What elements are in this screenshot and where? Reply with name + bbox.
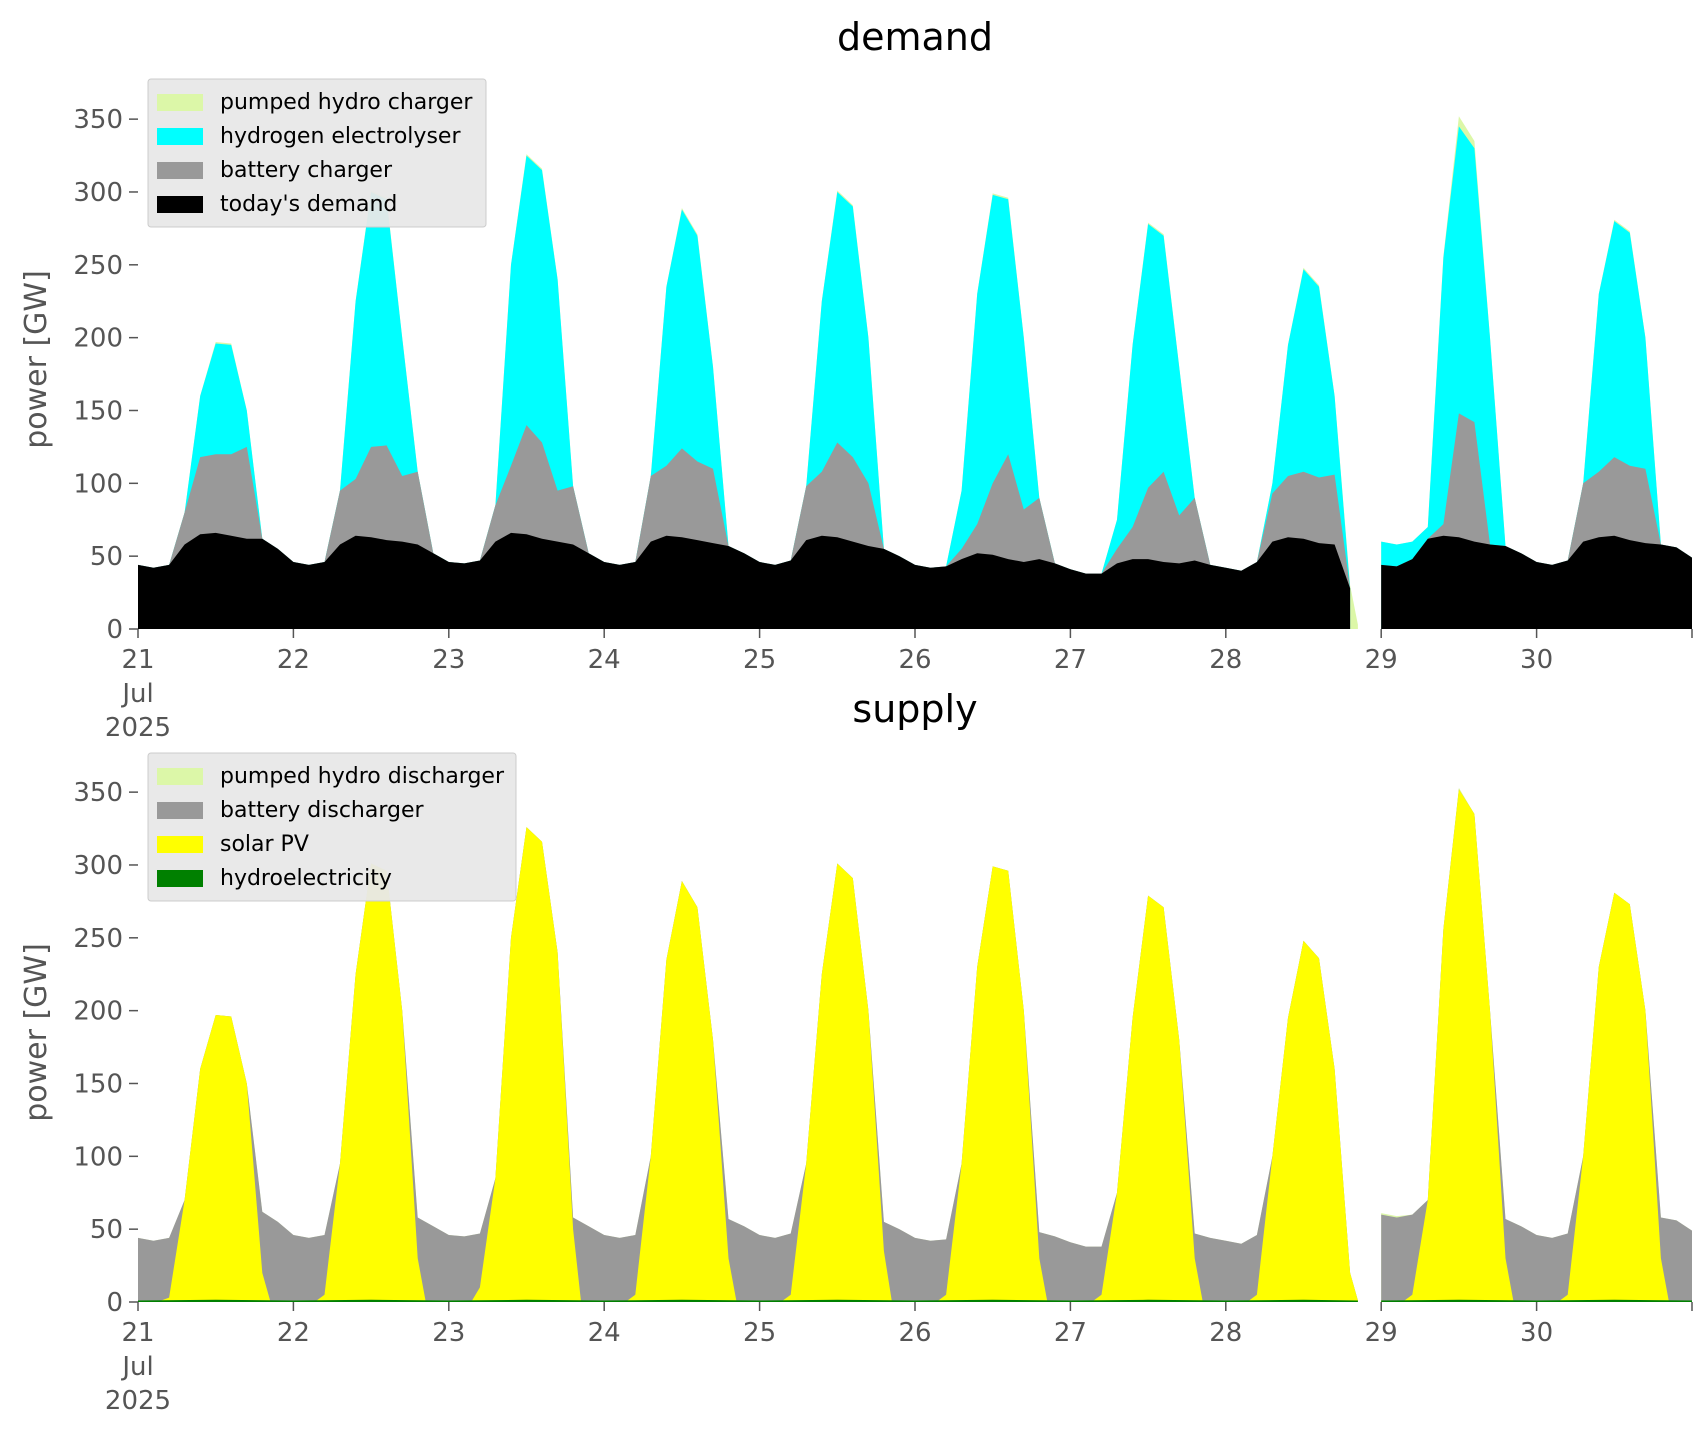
- legend-label-pumped-hydro-charger: pumped hydro charger: [220, 90, 473, 115]
- x-tick-label: 28: [1209, 645, 1242, 675]
- x-tick-label: 30: [1520, 1318, 1553, 1348]
- y-tick-label: 250: [73, 924, 123, 954]
- legend-swatch-solar-pv: [157, 836, 203, 853]
- y-tick-label: 250: [73, 251, 123, 281]
- y-tick-label: 150: [73, 1069, 123, 1099]
- area-today-s-demand-segment-1: [138, 532, 1351, 629]
- legend: pumped hydro discharger battery discharge…: [147, 752, 517, 902]
- x-tick-label: 27: [1054, 645, 1087, 675]
- y-tick-label: 0: [106, 1288, 123, 1318]
- area-hydroelectricity-segment-1: [138, 1299, 1358, 1302]
- legend-box: [147, 78, 487, 228]
- legend-label-hydroelectricity: hydroelectricity: [220, 866, 392, 891]
- x-tick-label: 30: [1520, 645, 1553, 675]
- x-tick-label: 21: [121, 645, 154, 675]
- y-tick-label: 50: [90, 542, 123, 572]
- legend-swatch-hydroelectricity: [157, 870, 203, 887]
- legend-swatch-pumped-hydro-charger: [157, 94, 203, 111]
- area-solar-pv-segment-2: [1381, 789, 1692, 1302]
- y-tick-label: 200: [73, 997, 123, 1027]
- x-tick-label: 24: [588, 1318, 621, 1348]
- supply-chart: supply 0 50 100 150 200 250 300 350 21 Jul 2025 22 23…: [19, 687, 1693, 1416]
- legend-swatch-battery-charger: [157, 162, 203, 179]
- area-solar-pv-segment-1: [138, 827, 1358, 1302]
- y-tick-label: 100: [73, 469, 123, 499]
- y-tick-label: 300: [73, 851, 123, 881]
- x-tick-label: 27: [1054, 1318, 1087, 1348]
- legend: pumped hydro charger hydrogen electrolyse…: [147, 78, 487, 228]
- y-tick-label: 200: [73, 324, 123, 354]
- legend-label-battery-discharger: battery discharger: [220, 798, 425, 823]
- x-tick-label: 29: [1365, 645, 1398, 675]
- legend-box: [147, 752, 517, 902]
- y-tick-label: 300: [73, 178, 123, 208]
- y-tick-label: 350: [73, 778, 123, 808]
- area-hydroelectricity-segment-2: [1381, 1299, 1692, 1302]
- legend-label-pumped-hydro-discharger: pumped hydro discharger: [220, 764, 505, 789]
- demand-chart: demand 0 50 100 150 200 250 300 350 21 Jul 2025 22 23…: [19, 15, 1693, 743]
- legend-swatch-hydrogen-electrolyser: [157, 128, 203, 145]
- y-tick-label: 50: [90, 1215, 123, 1245]
- y-tick-label: 150: [73, 396, 123, 426]
- x-tick-label: 23: [432, 645, 465, 675]
- x-tick-label: 24: [588, 645, 621, 675]
- y-axis-label: power [GW]: [19, 270, 54, 449]
- x-tick-label: 29: [1365, 1318, 1398, 1348]
- x-tick-label: 23: [432, 1318, 465, 1348]
- legend-label-battery-charger: battery charger: [220, 158, 393, 183]
- legend-label-hydrogen-electrolyser: hydrogen electrolyser: [220, 124, 461, 149]
- legend-swatch-battery-discharger: [157, 802, 203, 819]
- chart-title: demand: [837, 15, 993, 59]
- y-tick-label: 0: [106, 615, 123, 645]
- x-tick-label: 22: [277, 1318, 310, 1348]
- x-tick-label: 26: [898, 645, 931, 675]
- x-tick-label: 2025: [105, 1386, 171, 1416]
- area-today-s-demand-segment-2: [1381, 535, 1692, 629]
- y-axis-label: power [GW]: [19, 943, 54, 1122]
- x-tick-label: 25: [743, 1318, 776, 1348]
- y-tick-label: 100: [73, 1142, 123, 1172]
- x-tick-label: 2025: [105, 713, 171, 743]
- chart-title: supply: [852, 687, 977, 731]
- x-tick-label: 26: [898, 1318, 931, 1348]
- legend-swatch-today-s-demand: [157, 196, 203, 213]
- x-tick-label: 28: [1209, 1318, 1242, 1348]
- legend-label-today-s-demand: today's demand: [220, 192, 397, 217]
- x-tick-label: 25: [743, 645, 776, 675]
- x-tick-label: Jul: [120, 679, 153, 709]
- x-tick-label: 21: [121, 1318, 154, 1348]
- y-tick-label: 350: [73, 105, 123, 135]
- legend-label-solar-pv: solar PV: [220, 832, 309, 857]
- x-tick-label: Jul: [120, 1352, 153, 1382]
- x-tick-label: 22: [277, 645, 310, 675]
- legend-swatch-pumped-hydro-discharger: [157, 768, 203, 785]
